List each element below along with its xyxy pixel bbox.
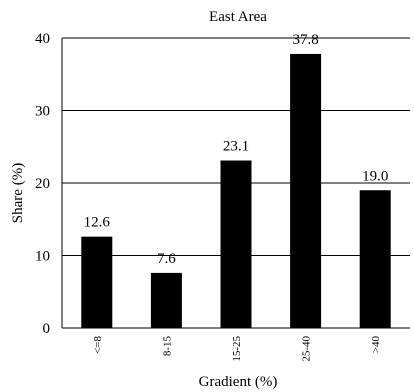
- x-tick-label: >40: [370, 336, 382, 354]
- y-tick-label: 30: [35, 104, 50, 120]
- bar: [290, 53, 322, 328]
- x-tick-label: 8-15: [161, 336, 173, 357]
- y-tick-label: 40: [35, 31, 50, 47]
- x-tick-label: <=8: [92, 336, 104, 354]
- bar: [150, 272, 182, 328]
- y-tick-label: 20: [35, 176, 50, 192]
- y-axis-label: Share (%): [10, 163, 26, 223]
- y-tick-label: 10: [35, 249, 50, 265]
- data-label: 37.8: [292, 32, 318, 48]
- data-label: 23.1: [223, 139, 249, 155]
- data-label: 7.6: [157, 251, 176, 267]
- chart-title: East Area: [209, 9, 267, 25]
- x-tick-label: 25-40: [301, 336, 313, 362]
- bar: [81, 236, 113, 328]
- x-tick-label: 15-25: [231, 336, 243, 362]
- bar: [220, 160, 252, 328]
- data-label: 19.0: [362, 168, 388, 184]
- y-tick-label: 0: [43, 321, 51, 337]
- bar: [359, 190, 391, 328]
- x-axis-label: Gradient (%): [199, 374, 278, 390]
- data-label: 12.6: [84, 215, 111, 231]
